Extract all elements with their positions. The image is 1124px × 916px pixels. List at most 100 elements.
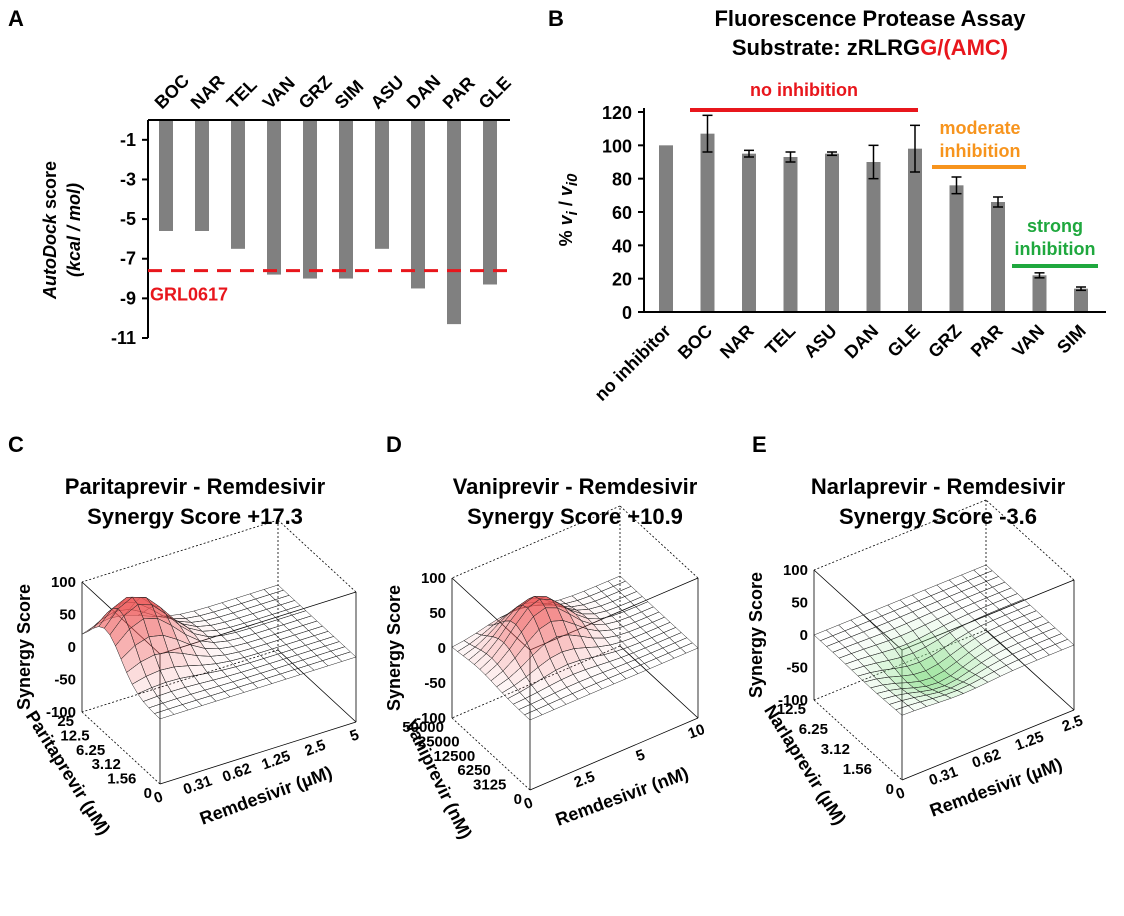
panel-a-y-tick-label: -11 (111, 328, 136, 348)
panel-a-bar-dan (411, 120, 425, 289)
panel-c-x-tick: 2.5 (303, 737, 328, 760)
panel-a-bar-tel (231, 120, 245, 249)
panel-b-moderate-label-1: moderate (939, 118, 1020, 138)
panel-a-bar-grz (303, 120, 317, 279)
panel-a-y-tick-label: -9 (120, 288, 136, 308)
panel-c-surface (81, 584, 357, 720)
panel-d-y-tick: 6250 (457, 762, 490, 779)
panel-a-bar-van (267, 120, 281, 275)
panel-b-errorbar-van (1034, 272, 1045, 279)
panel-b-errorbar-grz (951, 176, 962, 195)
panel-d: D Vaniprevir - Remdesivir Synergy Score … (384, 432, 707, 842)
panel-a-y-tick-label: -7 (120, 249, 136, 269)
panel-e-z-tick: 100 (783, 562, 808, 579)
panel-b-errorbar-sim (1076, 286, 1086, 292)
panel-a-x-tick-boc: BOC (151, 70, 193, 112)
panel-d-x-tick: 0 (522, 794, 536, 813)
panel-b-strong-label-2: inhibition (1015, 239, 1096, 259)
panel-e-y-ticks: 12.5 6.25 3.12 1.56 0 (777, 701, 894, 798)
panel-e-x-tick: 0.62 (970, 746, 1003, 772)
panel-e-y-tick: 6.25 (799, 721, 828, 738)
panel-d-letter: D (386, 432, 402, 457)
panel-c-y-tick: 25 (57, 713, 74, 730)
panel-e-z-tick: -100 (778, 692, 808, 709)
panel-e-x-tick: 0.31 (927, 763, 960, 789)
panel-b-x-tick-van: VAN (1008, 321, 1048, 361)
panel-e-x-tick: 1.25 (1013, 728, 1046, 754)
panel-b-bar-sim (1074, 288, 1088, 312)
panel-b-bar-asu (825, 153, 839, 312)
panel-b-y-tick-label: 120 (602, 103, 632, 123)
panel-e-letter: E (752, 432, 767, 457)
panel-b-title-2-red: G/(AMC) (920, 35, 1008, 60)
panel-a-y-label-rest: score (40, 161, 60, 214)
panel-e-surface (813, 564, 1075, 716)
panel-c-z-tick: 50 (59, 607, 76, 624)
panel-c-x-tick: 0 (152, 788, 166, 807)
panel-c-y-tick: 0 (144, 785, 152, 802)
panel-b-y-label-v: v (556, 214, 576, 225)
panel-d-y-tick: 25000 (418, 733, 460, 750)
panel-a-letter: A (8, 6, 24, 31)
panel-c-y-tick: 3.12 (92, 756, 121, 773)
panel-a-x-tick-gle: GLE (475, 73, 515, 113)
panel-a-bar-gle (483, 120, 497, 285)
panel-a-x-tick-dan: DAN (403, 71, 445, 113)
panel-b-x-tick-asu: ASU (800, 321, 841, 362)
panel-e-x-tick: 0 (894, 784, 908, 803)
panel-c-y-tick: 12.5 (60, 727, 89, 744)
panel-b-x-tick-grz: GRZ (924, 321, 965, 362)
panel-d-z-tick: 100 (421, 570, 446, 587)
panel-d-z-tick: -50 (424, 675, 446, 692)
panel-a-bars (159, 120, 497, 325)
panel-b-x-tick-gle: GLE (884, 321, 924, 361)
panel-a-bar-nar (195, 120, 209, 231)
panel-e: E Narlaprevir - Remdesivir Synergy Score… (746, 432, 1085, 828)
panel-a-x-tick-tel: TEL (223, 75, 261, 113)
panel-b-bar-grz (949, 185, 964, 312)
panel-e-z-tick: -50 (786, 660, 808, 677)
panel-b-bar-tel (783, 157, 798, 312)
panel-c-letter: C (8, 432, 24, 457)
panel-b-errorbar-par (993, 196, 1003, 208)
panel-b-y-tick-label: 100 (602, 136, 632, 156)
panel-a-y-ticks: -1 -3 -5 -7 -9 -11 (111, 130, 148, 348)
panel-c: C Paritaprevir - Remdesivir Synergy Scor… (8, 432, 361, 839)
panel-b-bar-no-inhibitor (659, 145, 673, 312)
panel-d-y-tick: 50000 (402, 719, 444, 736)
panel-b-errorbar-boc (702, 114, 713, 153)
panel-c-x-tick: 0.31 (181, 772, 214, 798)
panel-b-bar-nar (742, 153, 756, 312)
panel-e-title-2: Synergy Score -3.6 (839, 504, 1037, 529)
panel-b-bars (659, 114, 1088, 312)
panel-e-z-label: Synergy Score (746, 572, 766, 698)
panel-b-y-label-slash: / (556, 196, 576, 211)
panel-d-y-tick: 0 (514, 791, 522, 808)
panel-b: B Fluorescence Protease Assay Substrate:… (548, 6, 1106, 405)
panel-c-z-tick: 0 (68, 639, 76, 656)
panel-b-bar-boc (700, 133, 715, 312)
panel-b-x-tick-no-inhibitor: no inhibitor (591, 321, 675, 405)
panel-a-bar-asu (375, 120, 389, 249)
panel-a-y-label-italic: AutoDock (40, 213, 60, 300)
panel-a-x-tick-nar: NAR (187, 71, 229, 113)
panel-b-y-ticks: 0 20 40 60 80 100 120 (602, 103, 644, 323)
panel-a-bar-sim (339, 120, 353, 279)
panel-d-z-tick: 50 (429, 605, 446, 622)
panel-b-y-tick-label: 60 (612, 203, 632, 223)
panel-c-title-2: Synergy Score +17.3 (87, 504, 303, 529)
panel-c-z-ticks: 100 50 0 -50 -100 (46, 574, 76, 721)
panel-e-y-tick: 12.5 (777, 701, 806, 718)
panel-c-x-tick: 5 (348, 726, 362, 745)
panel-b-y-label-i: i (564, 210, 581, 215)
panel-b-y-tick-label: 80 (612, 170, 632, 190)
panel-c-x-tick: 0.62 (220, 760, 253, 786)
panel-e-title-1: Narlaprevir - Remdesivir (811, 474, 1066, 499)
panel-d-title-1: Vaniprevir - Remdesivir (453, 474, 698, 499)
panel-b-x-tick-par: PAR (967, 321, 1007, 361)
panel-b-x-tick-dan: DAN (841, 321, 883, 363)
panel-e-z-ticks: 100 50 0 -50 -100 (778, 562, 808, 709)
